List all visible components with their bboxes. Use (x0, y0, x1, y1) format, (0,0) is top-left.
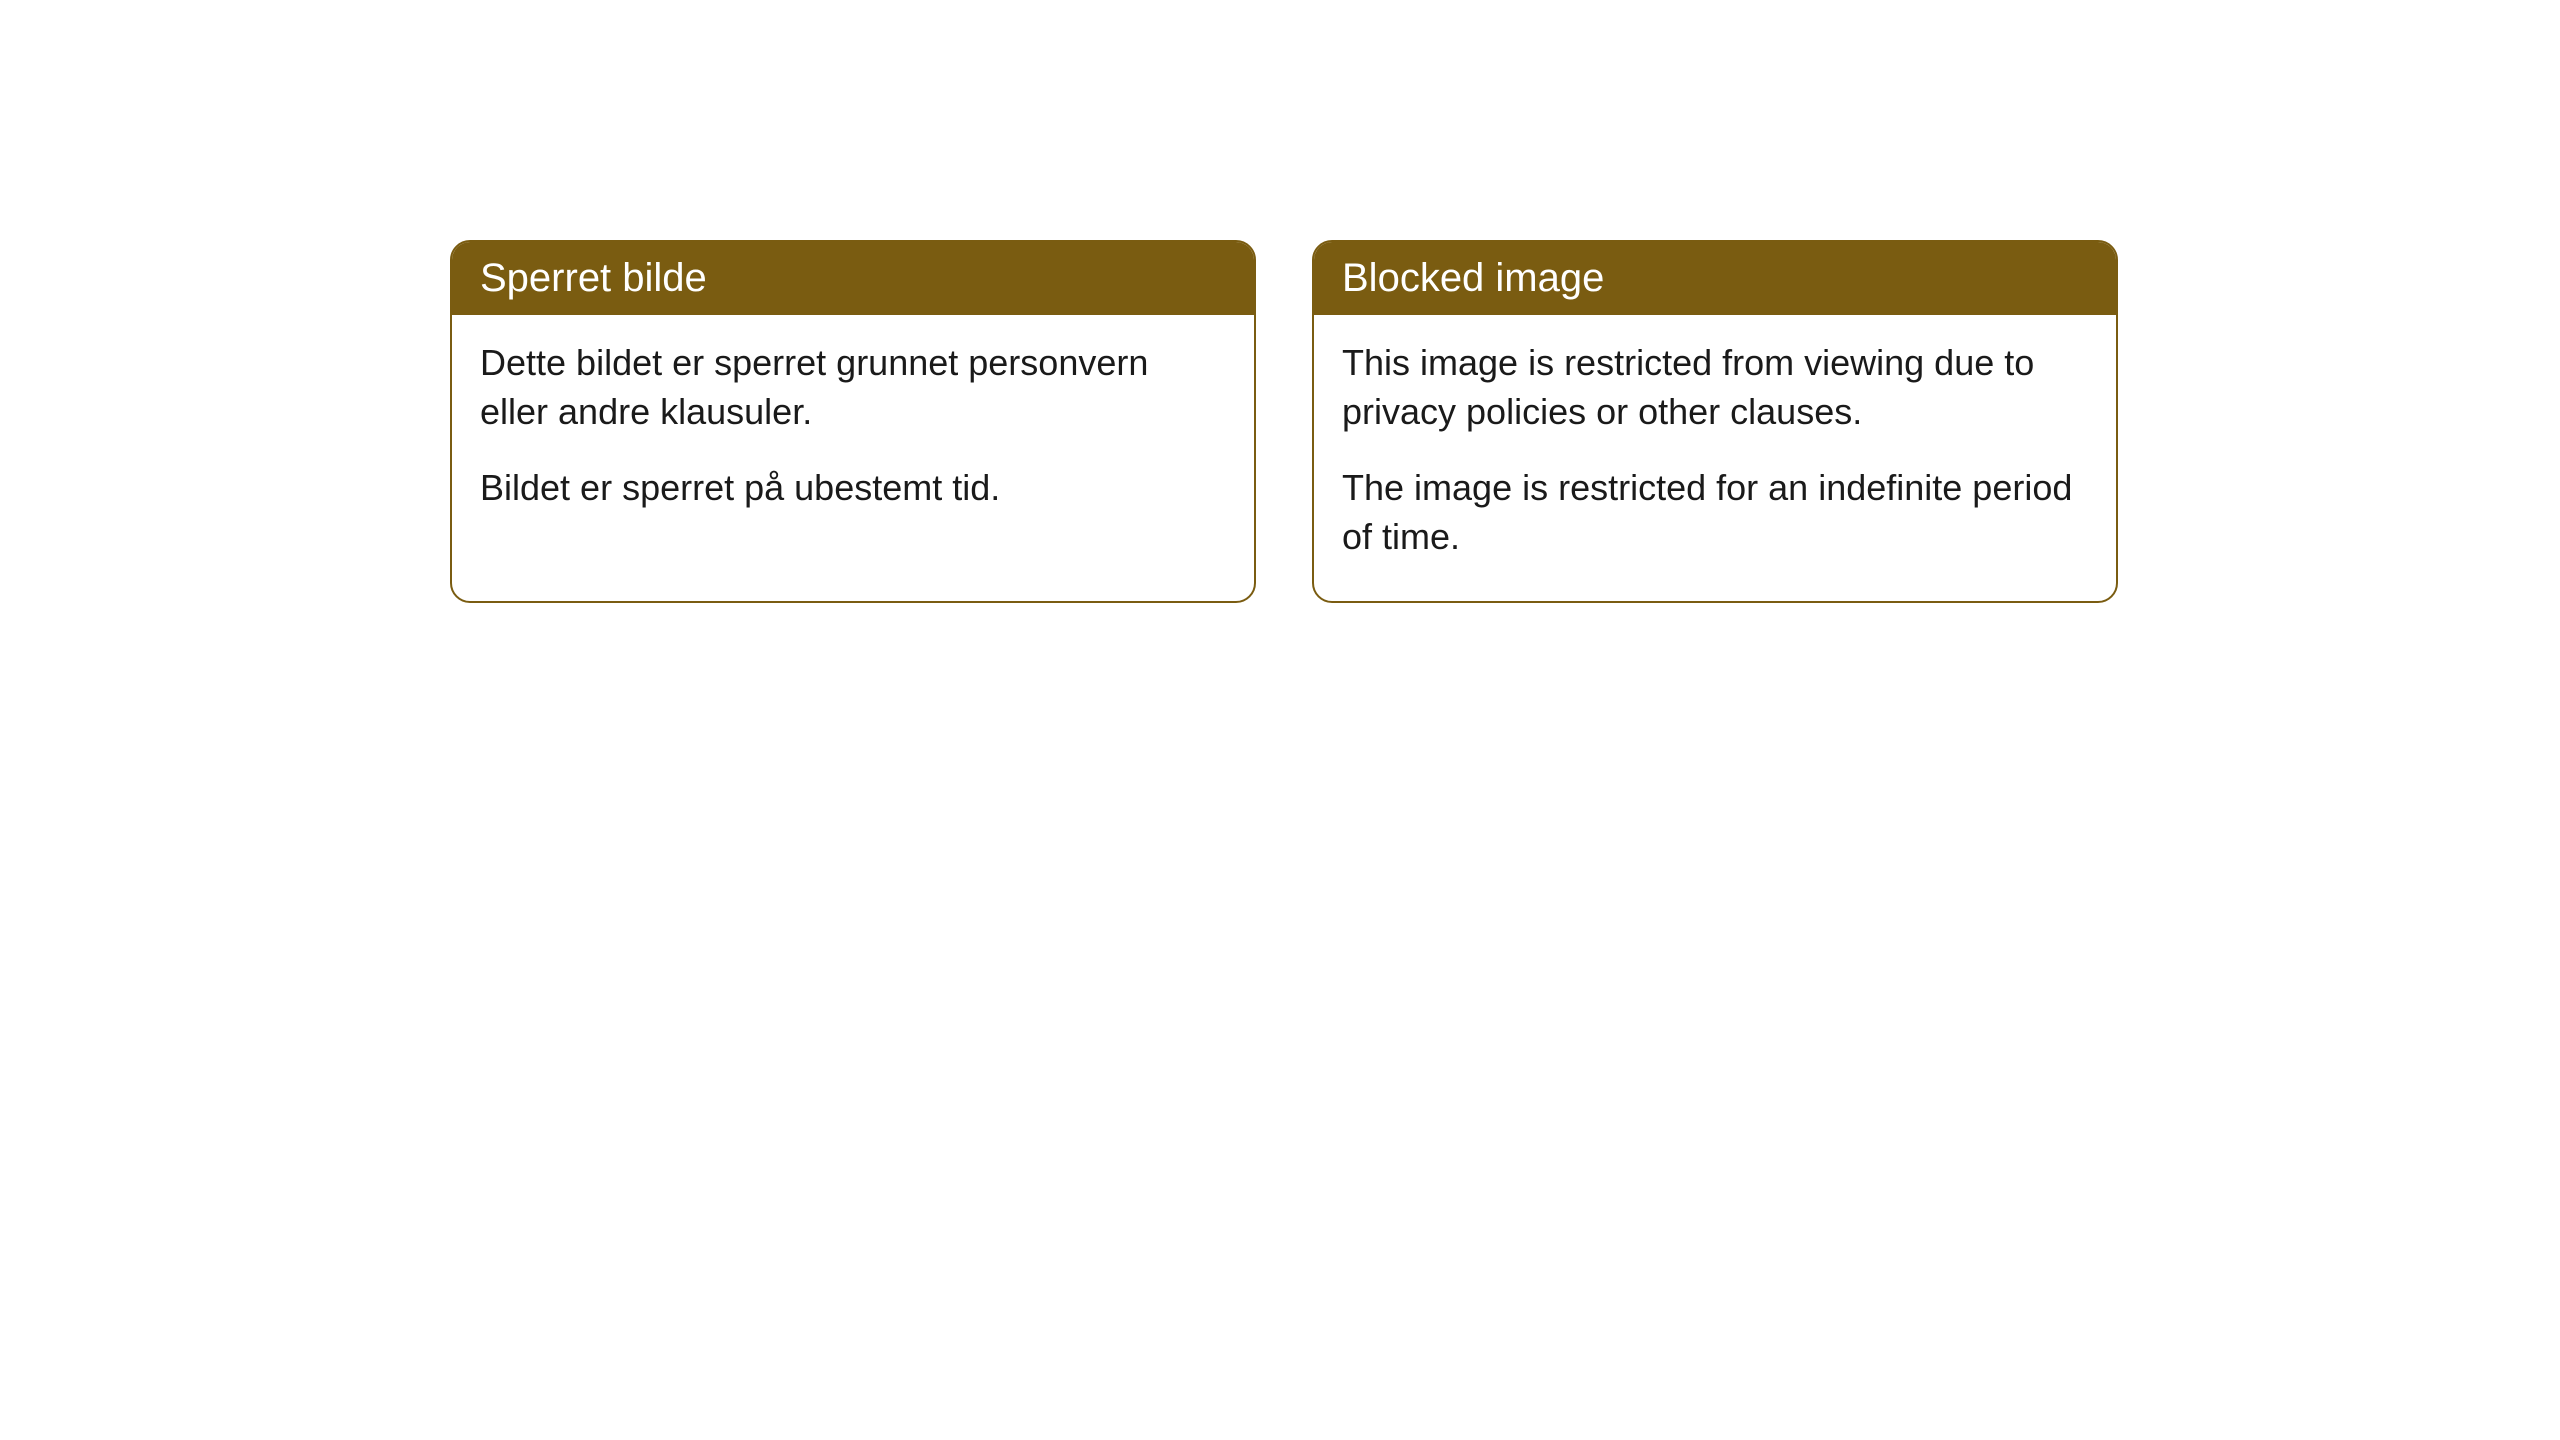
card-title: Sperret bilde (480, 256, 707, 300)
card-body-english: This image is restricted from viewing du… (1314, 315, 2116, 601)
card-title: Blocked image (1342, 256, 1604, 300)
card-body-norwegian: Dette bildet er sperret grunnet personve… (452, 315, 1254, 553)
card-paragraph: The image is restricted for an indefinit… (1342, 464, 2088, 561)
card-header-english: Blocked image (1314, 242, 2116, 315)
card-paragraph: This image is restricted from viewing du… (1342, 339, 2088, 436)
blocked-image-card-english: Blocked image This image is restricted f… (1312, 240, 2118, 603)
blocked-image-card-norwegian: Sperret bilde Dette bildet er sperret gr… (450, 240, 1256, 603)
card-paragraph: Bildet er sperret på ubestemt tid. (480, 464, 1226, 513)
card-header-norwegian: Sperret bilde (452, 242, 1254, 315)
notice-cards-container: Sperret bilde Dette bildet er sperret gr… (450, 240, 2118, 603)
card-paragraph: Dette bildet er sperret grunnet personve… (480, 339, 1226, 436)
